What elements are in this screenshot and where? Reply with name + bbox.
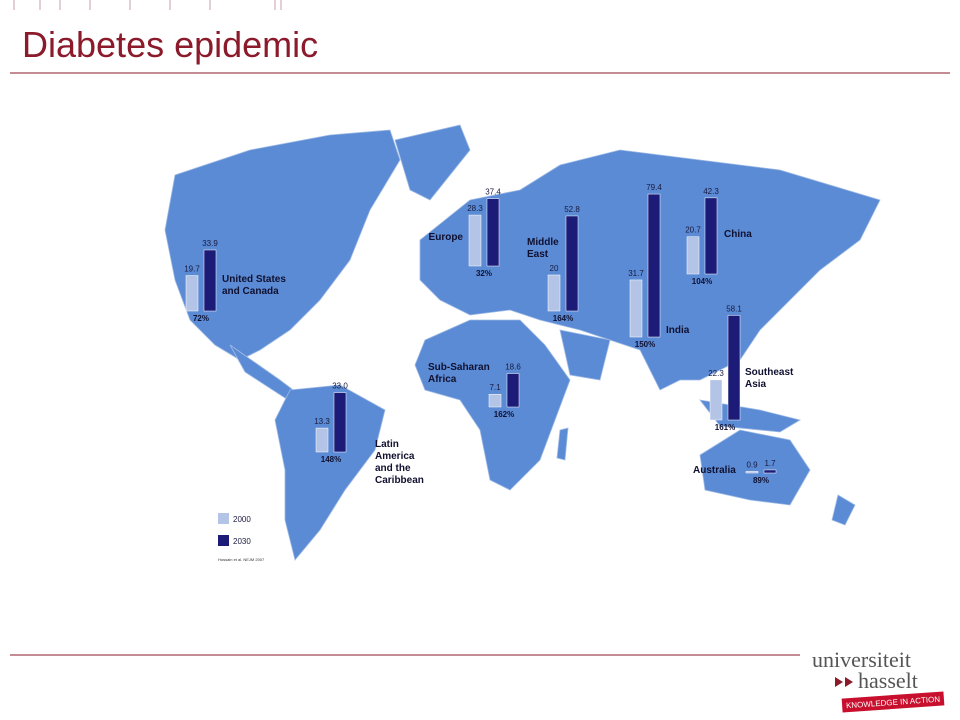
- region-name: Middle: [527, 237, 559, 248]
- bar: [488, 393, 502, 408]
- value-label: 52.8: [564, 205, 580, 214]
- increase-label: 162%: [494, 410, 514, 419]
- value-label: 58.1: [726, 304, 742, 313]
- region-name: India: [666, 325, 690, 336]
- increase-label: 72%: [193, 314, 209, 323]
- increase-label: 161%: [715, 423, 735, 432]
- legend-label: 2000: [233, 515, 251, 524]
- value-label: 28.3: [467, 204, 483, 213]
- value-label: 0.9: [746, 460, 758, 469]
- logo-text: hasselt: [858, 668, 918, 693]
- logo-text: universiteit: [812, 647, 911, 672]
- value-label: 19.7: [184, 265, 200, 274]
- value-label: 33.9: [202, 239, 218, 248]
- value-label: 33.0: [332, 382, 348, 391]
- value-label: 37.4: [485, 188, 501, 197]
- bar: [745, 471, 759, 474]
- region-name: Sub-Saharan: [428, 362, 490, 373]
- region-name: America: [375, 451, 415, 462]
- value-label: 20: [550, 264, 559, 273]
- bar: [333, 392, 347, 453]
- increase-label: 89%: [753, 476, 769, 485]
- bar: [704, 197, 718, 275]
- bar: [506, 373, 520, 408]
- region-name: Asia: [745, 379, 767, 390]
- legend-swatch: [218, 513, 229, 524]
- value-label: 18.6: [505, 363, 521, 372]
- region-name: and Canada: [222, 286, 279, 297]
- bar: [727, 315, 741, 421]
- increase-label: 104%: [692, 277, 712, 286]
- source: Hossain et al. NEJM 2007: [218, 557, 265, 562]
- value-label: 20.7: [685, 226, 701, 235]
- value-label: 42.3: [703, 187, 719, 196]
- bar: [647, 193, 661, 338]
- region-name: Australia: [693, 465, 736, 476]
- region-name: Europe: [429, 232, 464, 243]
- legend-label: 2030: [233, 537, 251, 546]
- bar: [315, 427, 329, 453]
- bar: [468, 214, 482, 267]
- bar: [763, 469, 777, 474]
- value-label: 7.1: [489, 383, 501, 392]
- increase-label: 32%: [476, 269, 492, 278]
- bar: [547, 274, 561, 312]
- value-label: 22.3: [708, 369, 724, 378]
- value-label: 31.7: [628, 269, 644, 278]
- value-label: 13.3: [314, 417, 330, 426]
- value-label: 1.7: [764, 459, 776, 468]
- region-name: Southeast: [745, 367, 794, 378]
- value-label: 79.4: [646, 183, 662, 192]
- bar: [686, 236, 700, 275]
- region-name: Africa: [428, 374, 457, 385]
- world-map: [164, 124, 881, 561]
- bar: [565, 215, 579, 312]
- bar: [486, 198, 500, 267]
- region-name: and the: [375, 463, 411, 474]
- logo: universiteit hasselt KNOWLEDGE IN ACTION: [812, 647, 945, 713]
- slide-title: Diabetes epidemic: [22, 24, 318, 65]
- bar: [709, 379, 723, 421]
- region-name: East: [527, 249, 549, 260]
- legend-swatch: [218, 535, 229, 546]
- bar: [185, 275, 199, 312]
- region-name: China: [724, 229, 752, 240]
- region-name: United States: [222, 274, 286, 285]
- bar: [203, 249, 217, 312]
- decor: [13, 0, 282, 10]
- region-name: Caribbean: [375, 475, 424, 486]
- region-name: Latin: [375, 439, 399, 450]
- increase-label: 164%: [553, 314, 573, 323]
- increase-label: 150%: [635, 340, 655, 349]
- increase-label: 148%: [321, 455, 341, 464]
- bar: [629, 279, 643, 338]
